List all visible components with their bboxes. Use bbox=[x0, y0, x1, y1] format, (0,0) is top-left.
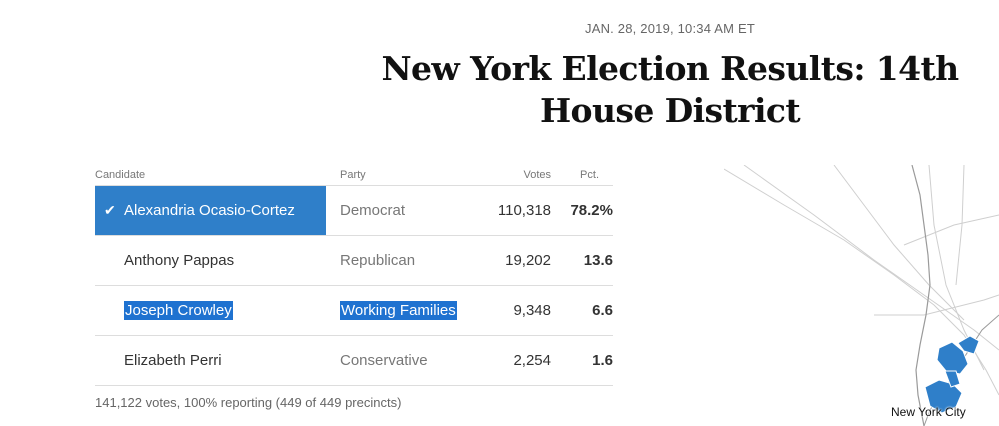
vote-percent: 6.6 bbox=[592, 302, 613, 319]
party-name: Working Families bbox=[340, 301, 457, 320]
header-party: Party bbox=[340, 169, 366, 181]
checkmark-icon: ✔ bbox=[104, 202, 116, 218]
results-table: Candidate Party Votes Pct. ✔ Alexandria … bbox=[95, 163, 613, 386]
district-area bbox=[924, 379, 963, 414]
party-name: Republican bbox=[340, 252, 416, 269]
map-coastline bbox=[911, 165, 931, 426]
table-header: Candidate Party Votes Pct. bbox=[95, 163, 613, 186]
party-cell: Working Families bbox=[340, 286, 457, 335]
map-road bbox=[724, 168, 999, 396]
party-name: Democrat bbox=[340, 202, 406, 219]
map-road bbox=[903, 214, 999, 246]
vote-count: 110,318 bbox=[497, 202, 551, 219]
candidate-name: Joseph Crowley bbox=[124, 301, 233, 320]
candidate-cell: Joseph Crowley bbox=[95, 286, 326, 335]
vote-percent: 13.6 bbox=[583, 252, 613, 269]
map-road bbox=[955, 165, 965, 286]
map-road bbox=[874, 294, 999, 316]
candidate-name: Alexandria Ocasio-Cortez bbox=[124, 202, 295, 219]
candidate-cell: Anthony Pappas bbox=[95, 236, 326, 285]
party-name: Conservative bbox=[340, 352, 428, 369]
header-votes: Votes bbox=[523, 169, 551, 181]
vote-count: 19,202 bbox=[505, 252, 551, 269]
district-area bbox=[936, 341, 969, 375]
table-row: ✔ Alexandria Ocasio-Cortez Democrat 110,… bbox=[95, 186, 613, 236]
table-row: Joseph Crowley Working Families 9,348 6.… bbox=[95, 286, 613, 336]
vote-percent: 1.6 bbox=[592, 352, 613, 369]
district-area bbox=[957, 335, 980, 355]
page-title: New York Election Results: 14th House Di… bbox=[381, 49, 959, 130]
candidate-cell: ✔ Alexandria Ocasio-Cortez bbox=[95, 186, 326, 235]
table-row: Anthony Pappas Republican 19,202 13.6 bbox=[95, 236, 613, 286]
timestamp: JAN. 28, 2019, 10:34 AM ET bbox=[585, 21, 755, 36]
header-candidate: Candidate bbox=[95, 169, 146, 181]
vote-count: 2,254 bbox=[513, 352, 551, 369]
candidate-name: Elizabeth Perri bbox=[124, 352, 222, 369]
candidate-cell: Elizabeth Perri bbox=[95, 336, 326, 385]
table-row: Elizabeth Perri Conservative 2,254 1.6 bbox=[95, 336, 613, 386]
reporting-footnote: 141,122 votes, 100% reporting (449 of 44… bbox=[95, 395, 402, 410]
map-road bbox=[833, 165, 965, 321]
header-pct: Pct. bbox=[580, 169, 599, 181]
vote-count: 9,348 bbox=[513, 302, 551, 319]
map-label: New York City bbox=[891, 405, 966, 419]
candidate-name: Anthony Pappas bbox=[124, 252, 235, 269]
map-road bbox=[743, 165, 999, 351]
district-map[interactable] bbox=[724, 165, 999, 426]
vote-percent: 78.2% bbox=[570, 202, 613, 219]
district-area bbox=[944, 370, 961, 388]
